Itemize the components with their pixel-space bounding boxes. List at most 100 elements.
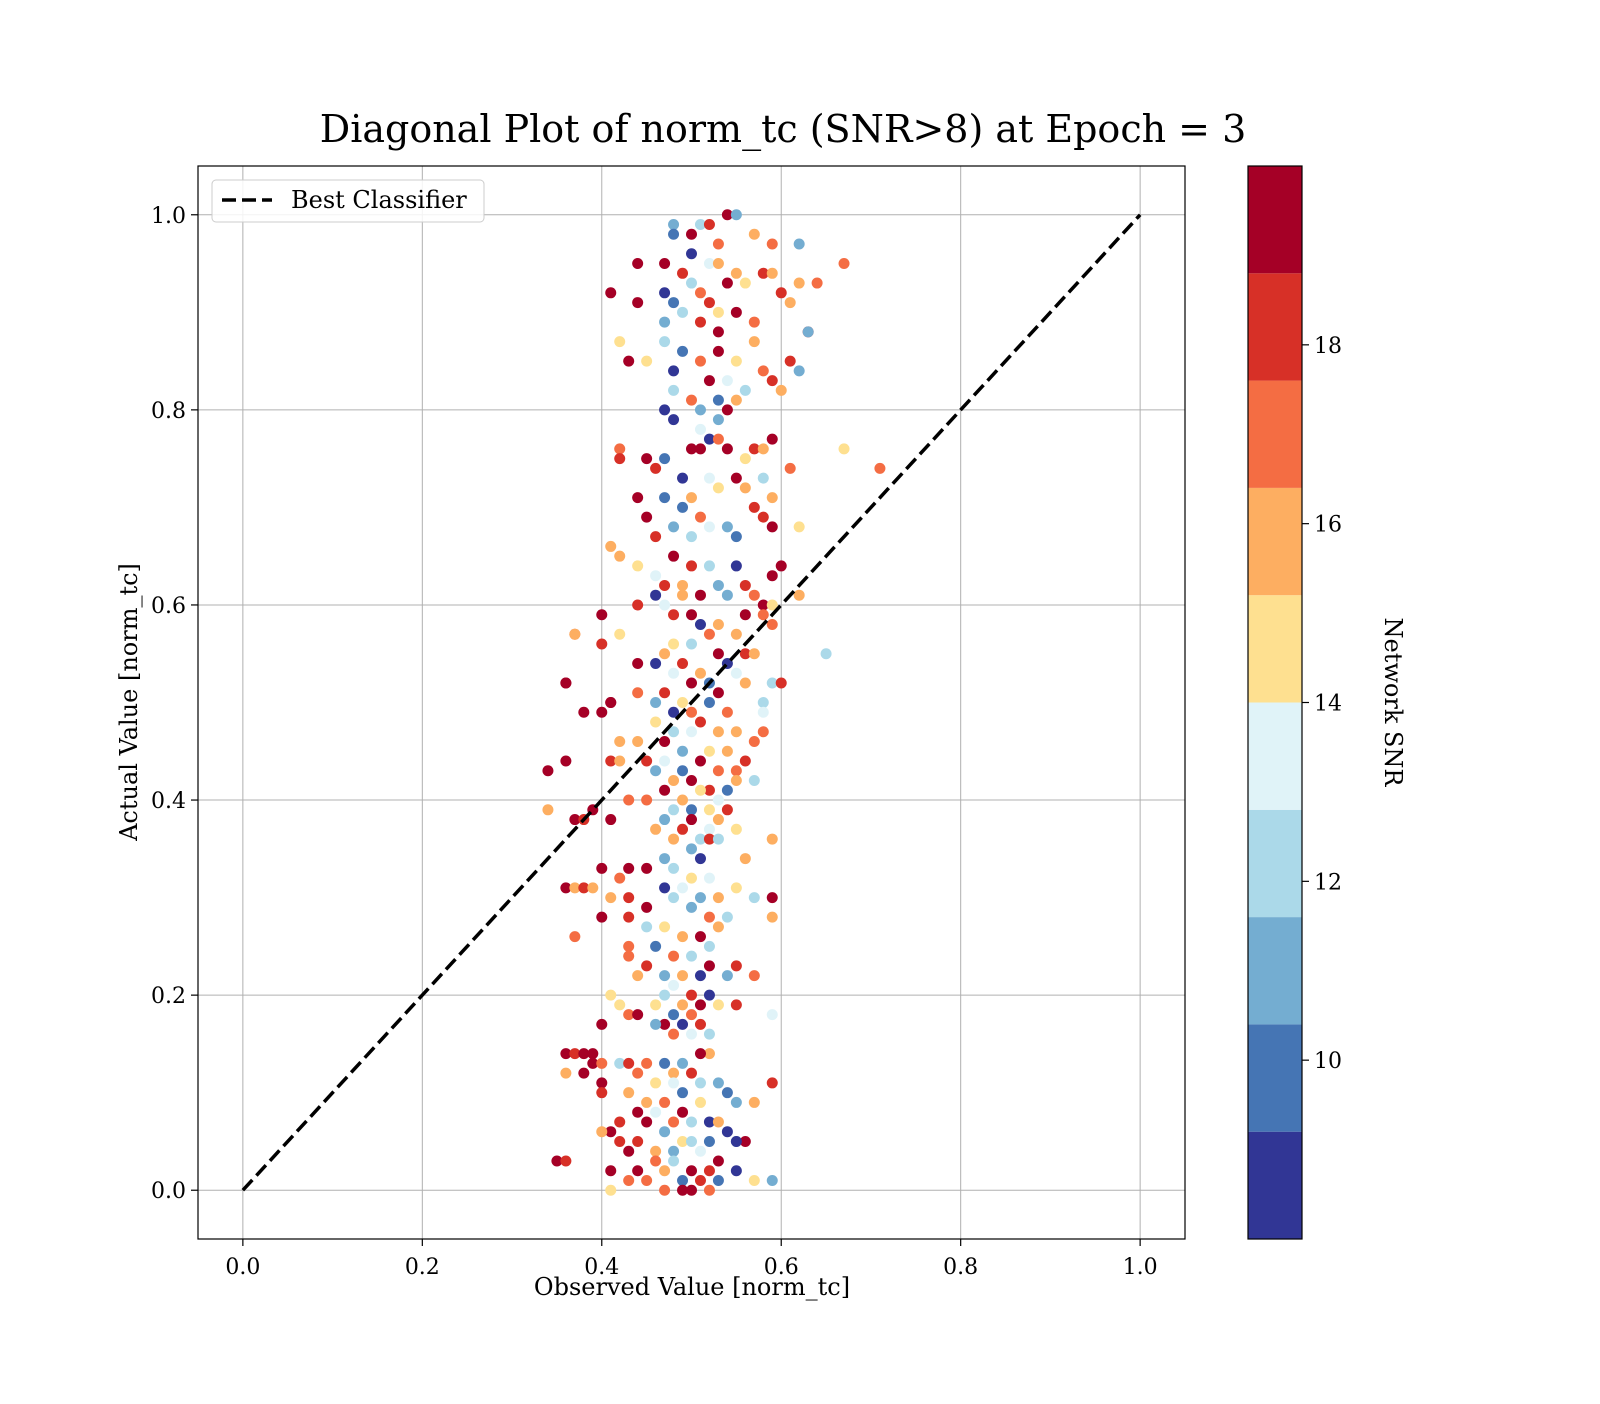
scatter-point xyxy=(703,1048,715,1060)
scatter-point xyxy=(668,775,680,787)
scatter-point xyxy=(668,1155,680,1167)
scatter-point xyxy=(712,1077,724,1089)
scatter-point xyxy=(578,706,590,718)
scatter-point xyxy=(650,1106,662,1118)
scatter-point xyxy=(605,540,617,552)
scatter-point xyxy=(587,882,599,894)
scatter-point xyxy=(659,492,671,504)
scatter-point xyxy=(712,921,724,933)
scatter-point xyxy=(659,648,671,660)
scatter-point xyxy=(623,1145,635,1157)
scatter-point xyxy=(712,892,724,904)
scatter-point xyxy=(694,404,706,416)
scatter-point xyxy=(596,1057,608,1069)
scatter-point xyxy=(766,618,778,630)
scatter-point xyxy=(793,365,805,377)
scatter-point xyxy=(587,1057,599,1069)
scatter-point xyxy=(739,648,751,660)
scatter-point xyxy=(703,697,715,708)
scatter-point xyxy=(623,1174,635,1186)
scatter-point xyxy=(596,911,608,923)
scatter-point xyxy=(694,1048,706,1060)
colorbar-band xyxy=(1248,273,1302,381)
scatter-point xyxy=(703,560,715,572)
scatter-point xyxy=(677,999,689,1011)
scatter-point xyxy=(677,345,689,357)
scatter-point xyxy=(739,755,751,767)
scatter-point xyxy=(712,999,724,1011)
scatter-point xyxy=(614,736,626,748)
scatter-point xyxy=(677,931,689,943)
scatter-point xyxy=(650,589,662,601)
scatter-point xyxy=(748,228,760,240)
scatter-point xyxy=(766,677,778,689)
scatter-point xyxy=(694,970,706,982)
scatter-point xyxy=(560,1067,572,1079)
scatter-point xyxy=(614,872,626,884)
scatter-point xyxy=(641,1174,653,1186)
scatter-point xyxy=(757,472,769,484)
colorbar-band xyxy=(1248,1024,1302,1132)
scatter-point xyxy=(596,862,608,874)
scatter-point xyxy=(739,677,751,689)
scatter-point xyxy=(650,570,662,582)
scatter-point xyxy=(614,453,626,465)
scatter-point xyxy=(730,394,742,406)
scatter-point xyxy=(659,579,671,591)
scatter-point xyxy=(668,550,680,562)
scatter-point xyxy=(730,823,742,835)
scatter-point xyxy=(659,404,671,416)
scatter-point xyxy=(766,433,778,445)
scatter-point xyxy=(605,697,617,708)
colorbar-band xyxy=(1248,1131,1302,1239)
scatter-point xyxy=(659,1165,671,1177)
scatter-point xyxy=(632,297,644,309)
scatter-point xyxy=(677,1135,689,1147)
scatter-point xyxy=(677,589,689,601)
scatter-point xyxy=(694,287,706,299)
scatter-point xyxy=(748,316,760,328)
scatter-point xyxy=(712,833,724,845)
scatter-point xyxy=(614,1057,626,1069)
scatter-point xyxy=(730,531,742,543)
scatter-point xyxy=(712,794,724,806)
scatter-point xyxy=(703,784,715,796)
scatter-point xyxy=(748,501,760,513)
scatter-point xyxy=(668,950,680,962)
x-axis-label: Observed Value [norm_tc] xyxy=(534,1273,850,1301)
scatter-point xyxy=(721,911,733,923)
scatter-point xyxy=(641,960,653,972)
scatter-point xyxy=(686,638,697,650)
scatter-point xyxy=(542,804,554,816)
scatter-point xyxy=(668,862,680,874)
x-tick-label: 0.6 xyxy=(764,1255,799,1280)
scatter-point xyxy=(623,950,635,962)
scatter-point xyxy=(605,989,617,1001)
scatter-point xyxy=(730,726,742,738)
y-tick-label: 0.0 xyxy=(151,1179,186,1204)
scatter-point xyxy=(721,784,733,796)
scatter-point xyxy=(712,687,724,699)
scatter-point xyxy=(730,306,742,318)
scatter-point xyxy=(739,482,751,494)
scatter-point xyxy=(730,355,742,367)
scatter-point xyxy=(659,1126,671,1138)
scatter-point xyxy=(605,892,617,904)
scatter-point xyxy=(659,1018,671,1030)
scatter-point xyxy=(677,579,689,591)
scatter-point xyxy=(775,384,787,396)
scatter-point xyxy=(668,297,680,309)
scatter-point xyxy=(659,970,671,982)
scatter-point xyxy=(668,1116,680,1128)
scatter-point xyxy=(686,1116,697,1128)
scatter-point xyxy=(641,355,653,367)
scatter-point xyxy=(641,1116,653,1128)
scatter-point xyxy=(730,472,742,484)
scatter-point xyxy=(650,1077,662,1089)
scatter-point xyxy=(668,638,680,650)
scatter-point xyxy=(820,648,832,660)
scatter-point xyxy=(703,1184,715,1196)
scatter-point xyxy=(686,228,697,240)
legend-box xyxy=(211,179,485,223)
